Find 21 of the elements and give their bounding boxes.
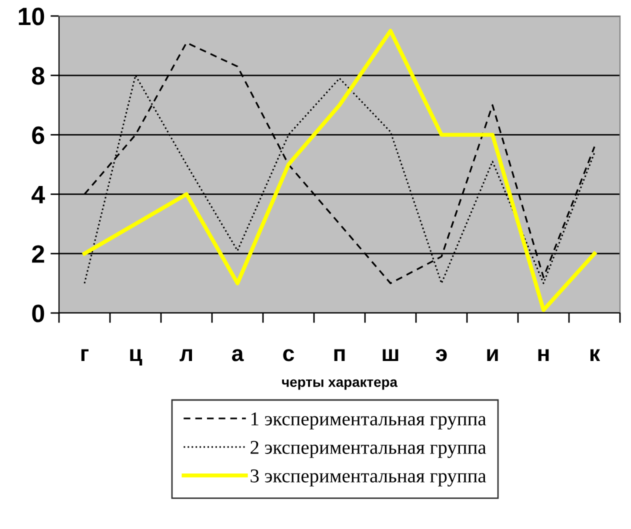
legend-label: 2 экспериментальная группа [250, 440, 486, 458]
x-tick-label: г [81, 349, 89, 362]
y-tick-label: 6 [32, 126, 44, 144]
x-axis-title: черты характера [282, 379, 398, 390]
x-tick-label: э [436, 349, 447, 362]
y-tick-label: 2 [32, 245, 44, 263]
legend-label: 3 экспериментальная группа [250, 469, 486, 486]
x-tick-label: ш [382, 349, 398, 362]
x-tick-label: к [590, 349, 600, 362]
x-tick-label: а [232, 349, 244, 362]
legend-label: 1 экспериментальная группа [251, 412, 486, 430]
y-tick-label: 0 [32, 304, 44, 322]
y-tick-label: 8 [32, 67, 44, 85]
x-tick-label: п [334, 349, 345, 362]
x-tick-label: н [538, 349, 549, 362]
y-tick-label: 10 [18, 8, 44, 26]
y-tick-label: 4 [32, 186, 45, 204]
x-tick-label: и [487, 349, 498, 362]
x-tick-label: л [180, 349, 192, 362]
x-tick-label: ц [130, 349, 142, 366]
x-tick-label: с [283, 349, 294, 362]
